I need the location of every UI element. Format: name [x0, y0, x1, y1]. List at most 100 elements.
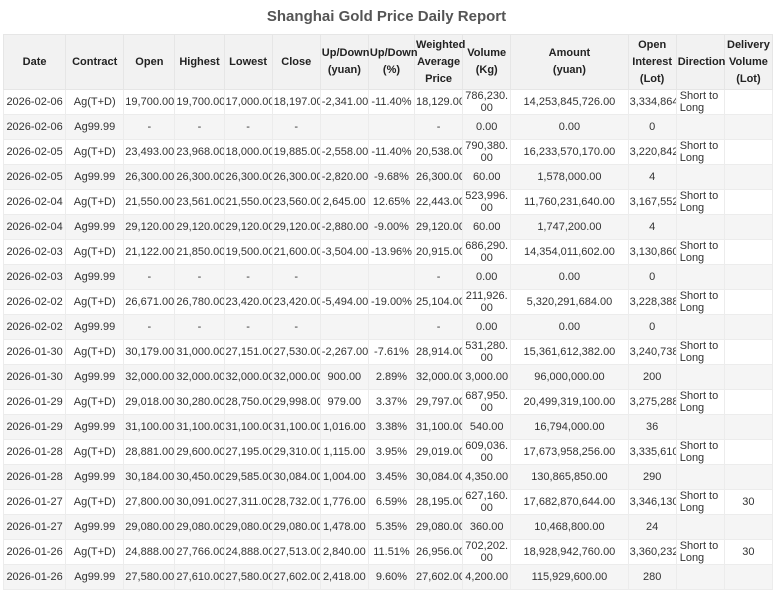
- cell-direction: [675, 314, 725, 340]
- table-body: 2026-02-06 Ag(T+D) 19,700.00 19,700.00 17,00…: [2, 89, 773, 590]
- cell-direction: [675, 514, 725, 540]
- cell-lowest: 23,420.00: [223, 289, 273, 315]
- cell-direction: Short to Long: [675, 289, 725, 315]
- cell-delivery-volume: [723, 239, 773, 265]
- cell-date: 2026-02-04: [2, 189, 67, 215]
- cell-close: 27,513.00: [271, 539, 321, 565]
- cell-close: 27,602.00: [271, 564, 321, 590]
- cell-delivery-volume: [723, 414, 773, 440]
- table-row: 2026-02-05 Ag(T+D) 23,493.00 23,968.00 18,00…: [2, 139, 773, 165]
- column-header-lowest: Lowest: [223, 34, 273, 90]
- cell-open-interest: 280: [627, 564, 677, 590]
- column-header-label: Close: [281, 55, 312, 68]
- column-header-label: (Lot): [736, 72, 761, 85]
- cell-close: 21,600.00: [271, 239, 321, 265]
- cell-open: 26,300.00: [123, 164, 176, 190]
- cell-volume: 0.00: [462, 314, 512, 340]
- cell-open: -: [123, 114, 176, 140]
- cell-highest: -: [174, 114, 225, 140]
- cell-updown-pct: 6.59%: [367, 489, 416, 515]
- cell-lowest: -: [223, 314, 273, 340]
- cell-updown-pct: [367, 314, 416, 340]
- cell-updown-yuan: -2,267.00: [319, 339, 369, 365]
- cell-volume: 360.00: [462, 514, 512, 540]
- cell-updown-pct: -7.61%: [367, 339, 416, 365]
- cell-contract: Ag(T+D): [65, 139, 125, 165]
- cell-direction: [675, 264, 725, 290]
- table-row: 2026-02-05 Ag99.99 26,300.00 26,300.00 26,30…: [2, 164, 773, 190]
- cell-updown-pct: [367, 114, 416, 140]
- cell-contract: Ag99.99: [65, 464, 125, 490]
- cell-open: 23,493.00: [123, 139, 176, 165]
- cell-open-interest: 24: [627, 514, 677, 540]
- cell-highest: 23,561.00: [174, 189, 225, 215]
- cell-direction: Short to Long: [675, 189, 725, 215]
- cell-highest: 29,120.00: [174, 214, 225, 240]
- table-row: 2026-02-02 Ag(T+D) 26,671.00 26,780.00 23,42…: [2, 289, 773, 315]
- cell-direction: [675, 464, 725, 490]
- cell-date: 2026-01-30: [2, 339, 67, 365]
- cell-amount: 18,928,942,760.00: [510, 539, 629, 565]
- table-row: 2026-01-27 Ag99.99 29,080.00 29,080.00 29,08…: [2, 514, 773, 540]
- cell-lowest: -: [223, 264, 273, 290]
- cell-open-interest: 0: [627, 314, 677, 340]
- table-row: 2026-02-04 Ag(T+D) 21,550.00 23,561.00 21,55…: [2, 189, 773, 215]
- cell-volume: 790,380.00: [462, 139, 512, 165]
- cell-highest: 27,766.00: [174, 539, 225, 565]
- cell-updown-yuan: [319, 264, 369, 290]
- table-row: 2026-01-26 Ag(T+D) 24,888.00 27,766.00 24,88…: [2, 539, 773, 565]
- cell-delivery-volume: [723, 464, 773, 490]
- cell-amount: 10,468,800.00: [510, 514, 629, 540]
- column-header-label: Date: [22, 55, 47, 68]
- cell-lowest: 27,151.00: [223, 339, 273, 365]
- cell-delivery-volume: [723, 564, 773, 590]
- cell-lowest: -: [223, 114, 273, 140]
- cell-highest: -: [174, 314, 225, 340]
- cell-updown-yuan: 2,645.00: [319, 189, 369, 215]
- cell-weighted-avg-price: 18,129.00: [414, 89, 464, 115]
- table-row: 2026-02-02 Ag99.99- - - - -0.00 0.00 0: [2, 314, 773, 340]
- cell-amount: 20,499,319,100.00: [510, 389, 629, 415]
- cell-updown-pct: -9.00%: [367, 214, 416, 240]
- cell-highest: 31,100.00: [174, 414, 225, 440]
- cell-contract: Ag99.99: [65, 514, 125, 540]
- cell-contract: Ag(T+D): [65, 289, 125, 315]
- column-header-open: Open: [123, 34, 176, 90]
- cell-lowest: 28,750.00: [223, 389, 273, 415]
- cell-date: 2026-02-02: [2, 314, 67, 340]
- cell-volume: 609,036.00: [462, 439, 512, 465]
- cell-open: 21,550.00: [123, 189, 176, 215]
- cell-open: -: [123, 264, 176, 290]
- column-header-label: Interest: [632, 55, 673, 68]
- cell-close: 19,885.00: [271, 139, 321, 165]
- column-header-label: (Kg): [475, 64, 498, 76]
- cell-volume: 702,202.00: [462, 539, 512, 565]
- column-header-label: Delivery: [727, 38, 770, 51]
- cell-lowest: 19,500.00: [223, 239, 273, 265]
- cell-highest: 21,850.00: [174, 239, 225, 265]
- cell-open-interest: 3,220,842: [627, 139, 677, 165]
- cell-amount: 16,233,570,170.00: [510, 139, 629, 165]
- cell-updown-pct: -11.40%: [367, 139, 416, 165]
- cell-delivery-volume: [723, 389, 773, 415]
- column-header-amount: Amount (yuan): [510, 34, 629, 90]
- cell-weighted-avg-price: 28,195.00: [414, 489, 464, 515]
- cell-updown-yuan: 2,840.00: [319, 539, 369, 565]
- cell-delivery-volume: 30: [723, 489, 773, 515]
- cell-amount: 15,361,612,382.00: [510, 339, 629, 365]
- cell-open: 24,888.00: [123, 539, 176, 565]
- cell-direction: Short to Long: [675, 239, 725, 265]
- cell-close: -: [271, 114, 321, 140]
- cell-updown-pct: -13.96%: [367, 239, 416, 265]
- cell-close: 31,100.00: [271, 414, 321, 440]
- cell-lowest: 26,300.00: [223, 164, 273, 190]
- table-row: 2026-01-30 Ag(T+D) 30,179.00 31,000.00 27,15…: [2, 339, 773, 365]
- cell-weighted-avg-price: 27,602.00: [414, 564, 464, 590]
- cell-updown-yuan: 1,004.00: [319, 464, 369, 490]
- column-header-label: (yuan): [552, 64, 586, 76]
- cell-volume: 786,230.00: [462, 89, 512, 115]
- cell-open-interest: 0: [627, 114, 677, 140]
- cell-amount: 1,747,200.00: [510, 214, 629, 240]
- column-header-label: Contract: [72, 55, 118, 68]
- cell-open-interest: 3,334,864: [627, 89, 677, 115]
